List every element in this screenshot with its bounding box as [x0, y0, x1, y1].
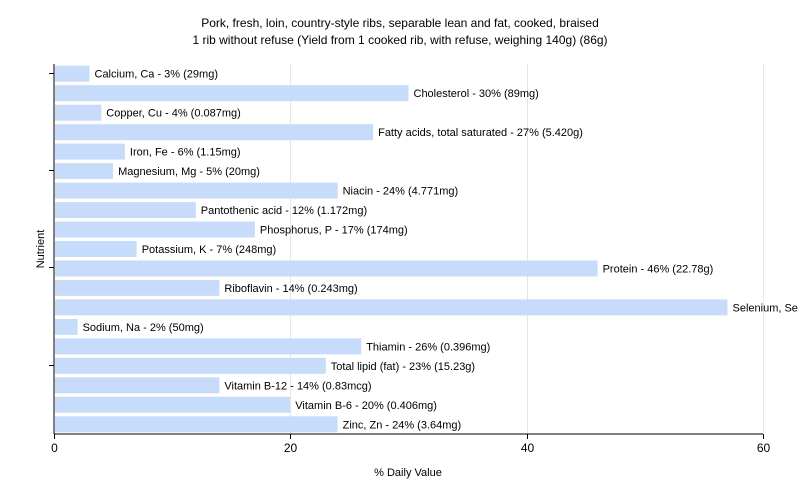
bar-data-label: Riboflavin - 14% (0.243mg): [224, 283, 357, 295]
x-tick-label: 0: [51, 441, 58, 455]
bar: [55, 416, 338, 433]
bar-data-label: Phosphorus, P - 17% (174mg): [260, 225, 408, 237]
bar-data-label: Fatty acids, total saturated - 27% (5.42…: [378, 127, 583, 139]
bar: [55, 377, 220, 394]
bar: [55, 338, 362, 355]
bar: [55, 318, 78, 335]
bar: [55, 241, 137, 257]
bar: [55, 65, 90, 82]
bar: [55, 299, 728, 316]
bar: [55, 182, 338, 199]
bar-data-label: Copper, Cu - 4% (0.087mg): [106, 108, 241, 120]
bar: [55, 279, 220, 296]
chart-title: Pork, fresh, loin, country-style ribs, s…: [201, 16, 599, 30]
y-axis-label: Nutrient: [35, 230, 47, 269]
bar-data-label: Pantothenic acid - 12% (1.172mg): [201, 205, 367, 217]
bar-data-label: Niacin - 24% (4.771mg): [343, 186, 459, 198]
bar-data-label: Cholesterol - 30% (89mg): [414, 88, 539, 100]
bar-data-label: Iron, Fe - 6% (1.15mg): [130, 147, 241, 159]
bar: [55, 396, 291, 413]
axes: [53, 64, 763, 435]
x-ticks: 0 20 40 60: [49, 73, 771, 455]
bar-data-label: Magnesium, Mg - 5% (20mg): [118, 166, 260, 178]
bar-data-label: Zinc, Zn - 24% (3.64mg): [343, 419, 462, 431]
bar: [55, 163, 114, 180]
x-tick-label: 40: [521, 441, 535, 455]
x-tick-label: 20: [284, 441, 298, 455]
bar: [55, 260, 598, 277]
bar: [55, 124, 374, 141]
bar: [55, 202, 196, 219]
bar-data-label: Protein - 46% (22.78g): [603, 264, 714, 276]
bar-data-label: Sodium, Na - 2% (50mg): [83, 322, 204, 334]
x-tick-label: 60: [757, 441, 771, 455]
bar: [55, 357, 326, 374]
bar: [55, 85, 409, 102]
bar-data-label: Potassium, K - 7% (248mg): [142, 244, 277, 256]
bar-data-label: Total lipid (fat) - 23% (15.23g): [331, 361, 475, 373]
bar-data-label: Thiamin - 26% (0.396mg): [366, 341, 490, 353]
bar: [55, 143, 125, 160]
bar-data-label: Vitamin B-6 - 20% (0.406mg): [295, 400, 437, 412]
bars: Calcium, Ca - 3% (29mg) Cholesterol - 30%…: [55, 65, 800, 433]
bar: [55, 221, 255, 238]
x-axis-label: % Daily Value: [374, 467, 442, 479]
bar-data-label: Selenium, Se - 57% (39.8mcg): [733, 302, 800, 314]
bar: [55, 104, 102, 121]
chart-subtitle: 1 rib without refuse (Yield from 1 cooke…: [192, 33, 608, 47]
bar-data-label: Vitamin B-12 - 14% (0.83mcg): [224, 380, 371, 392]
bar-data-label: Calcium, Ca - 3% (29mg): [95, 69, 218, 81]
